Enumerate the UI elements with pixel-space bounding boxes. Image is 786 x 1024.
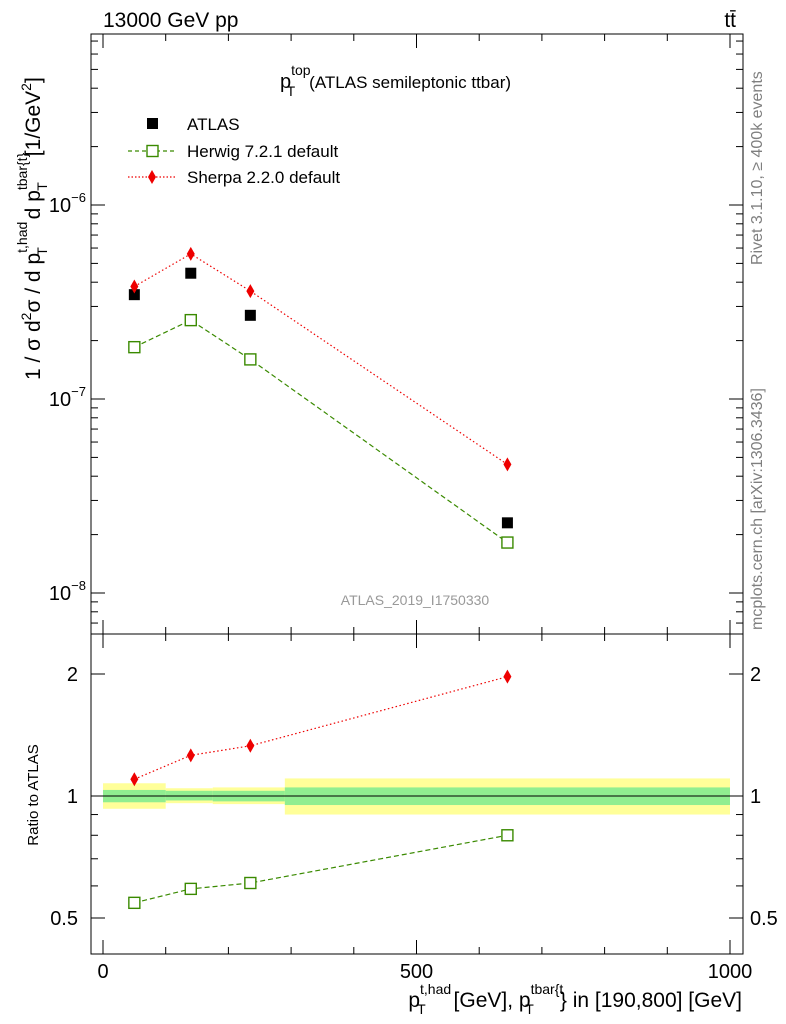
main-panel: 10−8 10−7 10−6 ptop T (ATLAS semileptonic tt… bbox=[14, 33, 744, 635]
ratio-point-s1-1 bbox=[186, 748, 195, 763]
ratio-y-tick-label-right: 1 bbox=[750, 786, 761, 808]
x-tick-label: 1000 bbox=[708, 961, 753, 983]
legend-label-atlas: ATLAS bbox=[187, 115, 240, 134]
main-point-s0-1 bbox=[185, 267, 197, 279]
legend-label-sherpa: Sherpa 2.2.0 default bbox=[187, 168, 340, 187]
main-ticks bbox=[91, 34, 743, 634]
ratio-series-markers bbox=[128, 669, 514, 910]
main-point-s1-3 bbox=[501, 536, 514, 549]
ratio-tick-labels: 0.5 0.5 1 1 2 2 0 500 1000 bbox=[50, 664, 778, 983]
main-point-s0-0 bbox=[128, 289, 140, 301]
mcplots-label: mcplots.cern.ch [arXiv:1306.3436] bbox=[749, 388, 766, 630]
ratio-panel: 0.5 0.5 1 1 2 2 0 500 1000 Ratio to ATLAS pt,had… bbox=[25, 633, 778, 1017]
legend-entry-sherpa: Sherpa 2.2.0 default bbox=[128, 168, 340, 187]
ratio-point-s0-2 bbox=[244, 876, 257, 890]
legend: ATLAS Herwig 7.2.1 default Sherpa 2.2.0 … bbox=[128, 115, 340, 187]
ratio-point-s1-2 bbox=[246, 738, 255, 753]
legend-marker-atlas bbox=[147, 118, 158, 129]
main-point-s0-2 bbox=[244, 309, 256, 321]
plot-title-sub: T bbox=[287, 83, 296, 99]
ratio-y-tick-label-right: 0.5 bbox=[750, 908, 778, 930]
main-y-axis-label: 1 / σ d2σ / d pt,had T d ptbar{t} T[1/GeV2… bbox=[14, 77, 50, 380]
ratio-point-s1-3 bbox=[503, 669, 512, 684]
rivet-label: Rivet 3.1.10, ≥ 400k events bbox=[749, 71, 766, 265]
energy-label: 13000 GeV pp bbox=[103, 9, 238, 32]
main-point-s2-0 bbox=[130, 279, 139, 294]
main-y-tick-label: 10−7 bbox=[49, 384, 86, 411]
ratio-series-line-0 bbox=[134, 834, 508, 904]
ratio-point-s0-3 bbox=[501, 829, 514, 842]
ratio-y-tick-label-left: 2 bbox=[67, 664, 78, 686]
main-point-s1-0 bbox=[128, 340, 141, 354]
main-point-s1-1 bbox=[184, 313, 197, 327]
analysis-watermark: ATLAS_2019_I1750330 bbox=[341, 592, 490, 608]
ratio-point-s0-0 bbox=[128, 896, 141, 910]
main-series-markers bbox=[128, 246, 514, 549]
main-point-s2-3 bbox=[503, 457, 512, 472]
ratio-y-tick-label-left: 0.5 bbox=[50, 908, 78, 930]
main-y-tick-label: 10−8 bbox=[49, 578, 86, 605]
ratio-ticks bbox=[91, 634, 743, 954]
main-point-s2-2 bbox=[246, 284, 255, 299]
plot-title-rest: (ATLAS semileptonic ttbar) bbox=[309, 73, 511, 92]
main-point-s0-3 bbox=[501, 517, 513, 529]
legend-entry-atlas: ATLAS bbox=[147, 115, 240, 134]
ratio-series-lines bbox=[134, 676, 508, 904]
plot-title: ptop T (ATLAS semileptonic ttbar) bbox=[280, 62, 511, 99]
ratio-y-tick-label-left: 1 bbox=[67, 786, 78, 808]
main-series-lines bbox=[134, 253, 508, 544]
ratio-y-tick-label-right: 2 bbox=[750, 664, 761, 686]
ratio-y-axis-label: Ratio to ATLAS bbox=[25, 744, 42, 845]
main-series-line-1 bbox=[134, 319, 508, 544]
main-point-s1-2 bbox=[244, 353, 257, 366]
x-tick-label: 500 bbox=[400, 961, 433, 983]
plot-title-p: p bbox=[280, 71, 291, 93]
legend-marker-herwig bbox=[146, 144, 159, 158]
main-point-s2-1 bbox=[186, 246, 195, 261]
ratio-series-line-1 bbox=[134, 676, 508, 780]
ratio-point-s1-0 bbox=[130, 772, 139, 787]
ratio-point-s0-1 bbox=[184, 882, 197, 896]
legend-label-herwig: Herwig 7.2.1 default bbox=[187, 142, 338, 161]
main-y-tick-label: 10−6 bbox=[49, 190, 86, 217]
main-series-line-2 bbox=[134, 253, 508, 465]
plot-title-sup: top bbox=[291, 62, 311, 78]
main-y-tick-labels: 10−8 10−7 10−6 bbox=[49, 190, 86, 605]
x-axis-label: pt,had T [GeV], ptbar{t T} in [190,800] [G… bbox=[408, 981, 742, 1017]
legend-entry-herwig: Herwig 7.2.1 default bbox=[128, 142, 338, 161]
process-label: tt̄ bbox=[724, 9, 736, 32]
x-tick-label: 0 bbox=[97, 961, 108, 983]
legend-marker-sherpa bbox=[148, 170, 156, 184]
